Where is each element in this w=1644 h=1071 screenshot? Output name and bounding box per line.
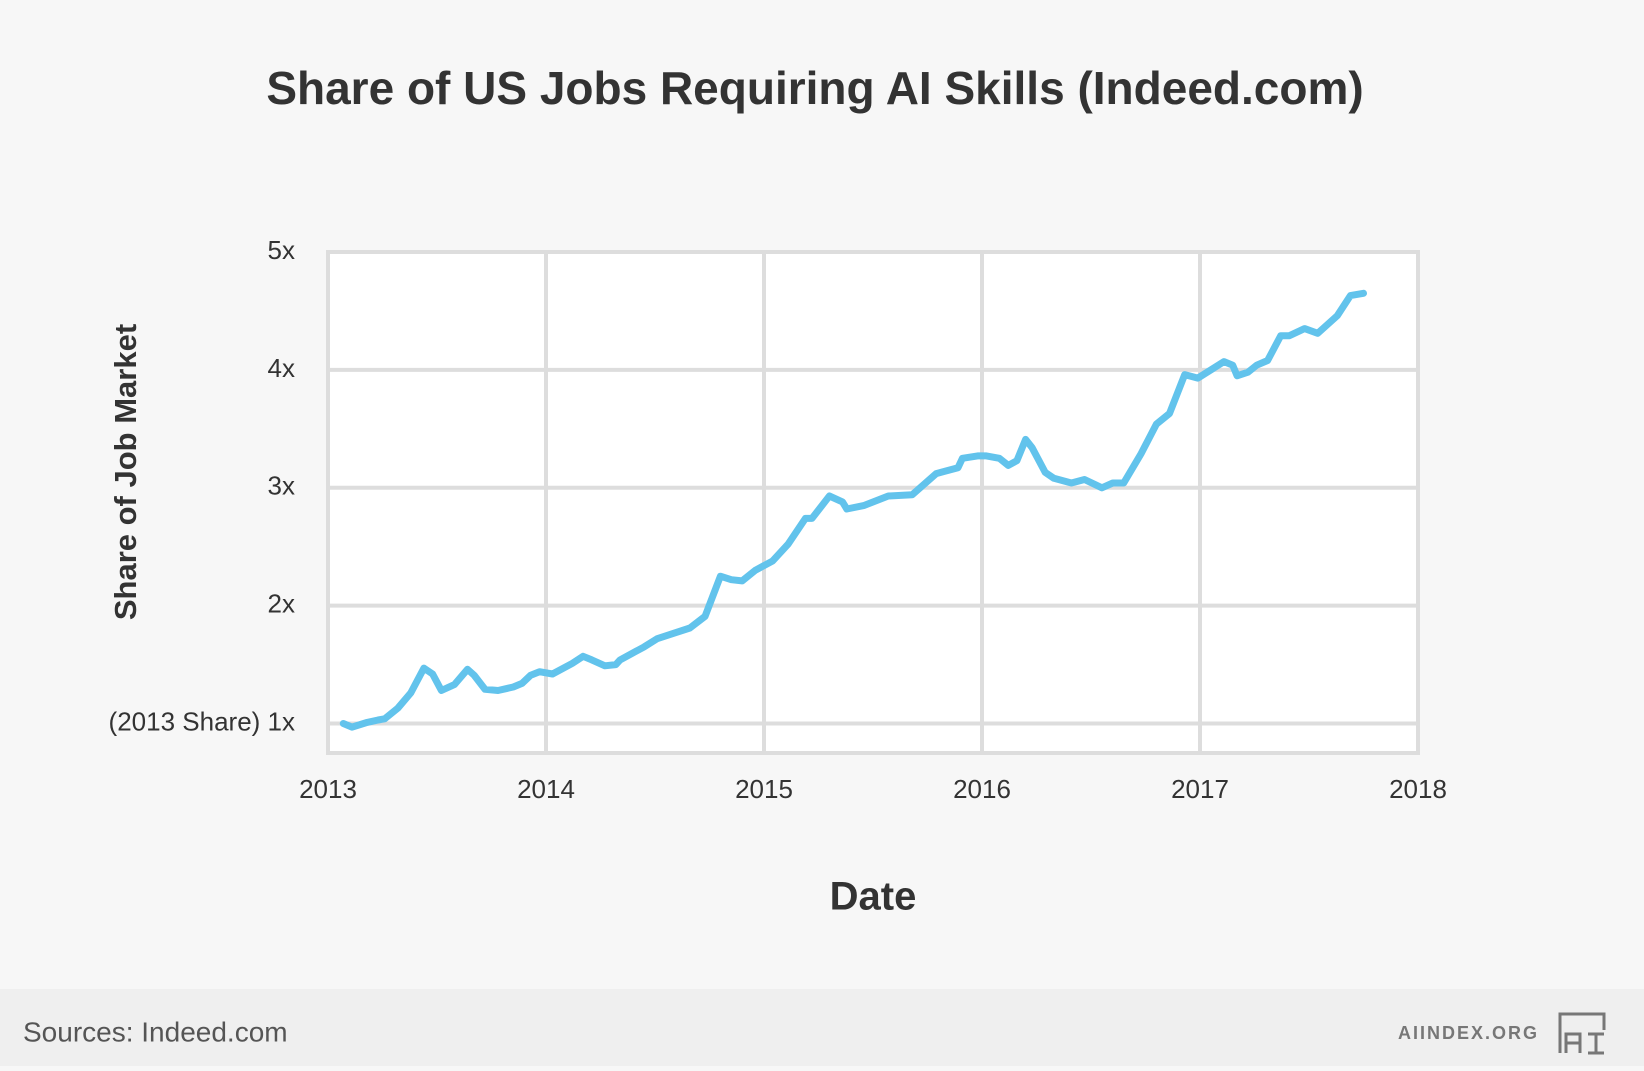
chart-title: Share of US Jobs Requiring AI Skills (In… bbox=[266, 62, 1363, 114]
x-axis-label: Date bbox=[830, 875, 917, 919]
footer-band bbox=[0, 989, 1644, 1066]
x-tick-label: 2013 bbox=[299, 774, 357, 804]
y-tick-label: (2013 Share) 1x bbox=[109, 706, 295, 736]
y-tick-label: 4x bbox=[268, 353, 295, 383]
x-tick-label: 2018 bbox=[1389, 774, 1447, 804]
y-tick-label: 2x bbox=[268, 589, 295, 619]
data-line bbox=[339, 289, 1367, 731]
y-axis-label: Share of Job Market bbox=[108, 324, 143, 620]
x-tick-label: 2017 bbox=[1171, 774, 1229, 804]
x-tick-label: 2016 bbox=[953, 774, 1011, 804]
brand-name: AIINDEX.ORG bbox=[1398, 1023, 1539, 1043]
y-tick-label: 3x bbox=[268, 471, 295, 501]
brand-logo bbox=[1558, 1012, 1606, 1055]
x-tick-label: 2014 bbox=[517, 774, 575, 804]
y-tick-label: 5x bbox=[268, 235, 295, 265]
x-tick-label: 2015 bbox=[735, 774, 793, 804]
source-note: Sources: Indeed.com bbox=[23, 1016, 288, 1047]
